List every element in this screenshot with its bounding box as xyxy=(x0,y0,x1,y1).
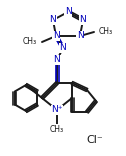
Text: N: N xyxy=(53,32,59,41)
Text: CH₃: CH₃ xyxy=(50,124,64,134)
Text: Cl⁻: Cl⁻ xyxy=(87,135,103,145)
Text: CH₃: CH₃ xyxy=(99,27,113,37)
Text: N: N xyxy=(80,15,86,24)
Text: N: N xyxy=(77,32,83,41)
Text: N: N xyxy=(65,7,71,17)
Text: N: N xyxy=(54,56,60,64)
Text: N: N xyxy=(50,15,56,24)
Text: CH₃: CH₃ xyxy=(23,37,37,46)
Text: N: N xyxy=(60,44,66,53)
Text: N⁺: N⁺ xyxy=(51,105,63,115)
